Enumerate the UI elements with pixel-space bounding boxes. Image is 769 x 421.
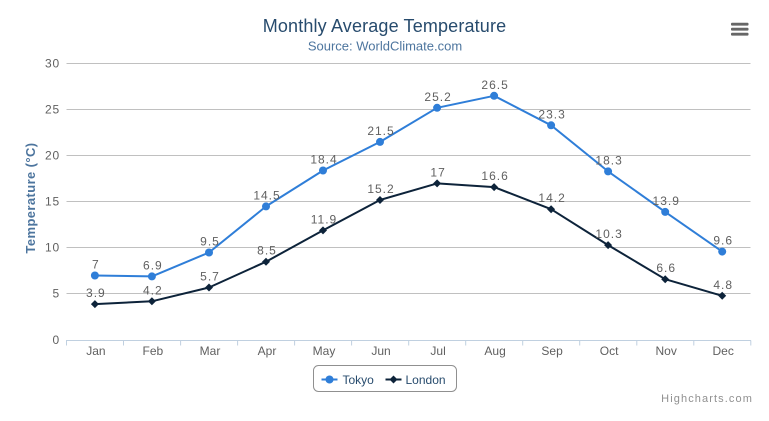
svg-text:10: 10 xyxy=(45,241,60,255)
svg-text:16.6: 16.6 xyxy=(481,169,508,183)
svg-text:14.2: 14.2 xyxy=(538,191,565,205)
svg-text:20: 20 xyxy=(45,149,60,163)
svg-text:18.4: 18.4 xyxy=(310,153,337,167)
svg-text:Highcharts.com: Highcharts.com xyxy=(661,393,753,405)
svg-text:Apr: Apr xyxy=(258,344,277,358)
svg-text:Dec: Dec xyxy=(713,344,734,358)
svg-text:10.3: 10.3 xyxy=(595,227,622,241)
svg-text:Jul: Jul xyxy=(430,344,445,358)
svg-text:7: 7 xyxy=(92,258,100,272)
svg-text:15.2: 15.2 xyxy=(367,182,394,196)
svg-text:11.9: 11.9 xyxy=(311,212,337,226)
svg-text:18.3: 18.3 xyxy=(595,153,622,167)
svg-text:Jun: Jun xyxy=(371,344,390,358)
svg-text:Monthly Average Temperature: Monthly Average Temperature xyxy=(263,16,507,36)
svg-text:5: 5 xyxy=(53,287,60,301)
svg-text:6.9: 6.9 xyxy=(143,258,163,272)
svg-text:London: London xyxy=(406,373,446,387)
svg-text:21.5: 21.5 xyxy=(367,124,394,138)
svg-text:Aug: Aug xyxy=(484,344,505,358)
svg-text:9.6: 9.6 xyxy=(713,234,733,248)
svg-text:4.2: 4.2 xyxy=(143,283,163,297)
svg-text:May: May xyxy=(313,344,336,358)
svg-text:14.5: 14.5 xyxy=(253,188,280,202)
svg-text:5.7: 5.7 xyxy=(200,270,220,284)
svg-text:3.9: 3.9 xyxy=(86,286,106,300)
svg-text:30: 30 xyxy=(45,57,60,71)
svg-text:Temperature (°C): Temperature (°C) xyxy=(23,142,38,253)
svg-text:Mar: Mar xyxy=(200,344,221,358)
svg-text:9.5: 9.5 xyxy=(200,235,220,249)
svg-text:25: 25 xyxy=(45,103,60,117)
svg-text:15: 15 xyxy=(45,195,60,209)
svg-text:Tokyo: Tokyo xyxy=(343,373,375,387)
svg-text:26.5: 26.5 xyxy=(481,78,508,92)
svg-text:0: 0 xyxy=(53,333,60,347)
svg-text:8.5: 8.5 xyxy=(257,244,277,258)
svg-text:Nov: Nov xyxy=(656,344,677,358)
svg-text:23.3: 23.3 xyxy=(538,107,565,121)
svg-text:Jan: Jan xyxy=(86,344,105,358)
svg-text:25.2: 25.2 xyxy=(424,90,451,104)
svg-text:4.8: 4.8 xyxy=(713,278,733,292)
svg-text:Source: WorldClimate.com: Source: WorldClimate.com xyxy=(308,39,462,54)
svg-text:Oct: Oct xyxy=(600,344,619,358)
svg-text:17: 17 xyxy=(430,165,445,179)
svg-text:6.6: 6.6 xyxy=(656,261,676,275)
svg-text:Sep: Sep xyxy=(541,344,563,358)
svg-text:13.9: 13.9 xyxy=(653,194,680,208)
svg-text:Feb: Feb xyxy=(143,344,164,358)
